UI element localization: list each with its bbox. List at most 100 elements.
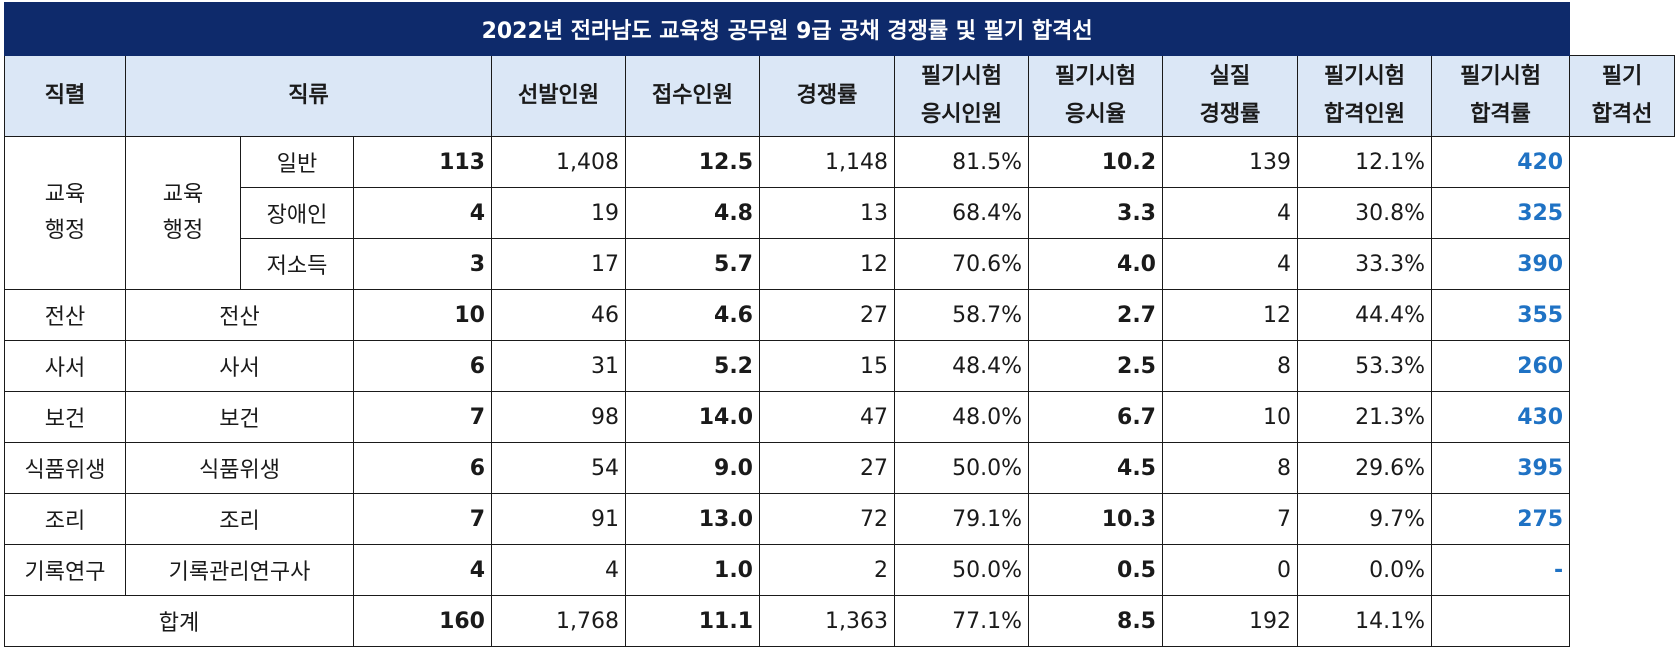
cell-exam-rate: 48.4% [894, 340, 1029, 392]
cell-jikryu: 보건 [125, 391, 354, 443]
cell-selected: 7 [353, 493, 492, 545]
cell-passed: 4 [1162, 187, 1298, 239]
cell-cutoff: 325 [1430, 187, 1571, 239]
cell-pass-rate: 44.4% [1297, 289, 1432, 341]
cell-passed: 139 [1162, 136, 1298, 188]
header-pass-rate: 필기시험 합격률 [1430, 55, 1571, 137]
cell-passed: 7 [1162, 493, 1298, 545]
cell-jikryu: 전산 [125, 289, 354, 341]
table-container: 2022년 전라남도 교육청 공무원 9급 공채 경쟁률 및 필기 합격선 직렬… [3, 2, 1675, 647]
cell-cutoff: - [1430, 544, 1571, 596]
header-exam-takers-line1: 필기시험 [921, 64, 1002, 89]
header-passed: 필기시험 합격인원 [1297, 55, 1432, 137]
group-jikryu: 교육 행정 [125, 136, 241, 290]
group-jikryeol: 교육 행정 [4, 136, 126, 290]
cell-ratio: 5.7 [625, 238, 760, 290]
cell-jikryu: 기록관리연구사 [125, 544, 354, 596]
cell-real-ratio: 10.2 [1028, 136, 1163, 188]
cell-takers: 12 [759, 238, 895, 290]
cell-exam-rate: 81.5% [894, 136, 1029, 188]
cell-exam-rate: 58.7% [894, 289, 1029, 341]
cell-selected: 4 [353, 544, 492, 596]
cell-pass-rate: 33.3% [1297, 238, 1432, 290]
cell-applied: 91 [491, 493, 626, 545]
header-ratio: 경쟁률 [759, 55, 895, 137]
total-cutoff [1430, 595, 1571, 647]
cell-applied: 46 [491, 289, 626, 341]
cell-cutoff: 420 [1430, 136, 1571, 188]
cell-selected: 4 [353, 187, 492, 239]
cell-pass-rate: 9.7% [1297, 493, 1432, 545]
cell-passed: 8 [1162, 340, 1298, 392]
total-real-ratio: 8.5 [1028, 595, 1163, 647]
cell-ratio: 13.0 [625, 493, 760, 545]
cell-passed: 10 [1162, 391, 1298, 443]
table-row: 저소득 3 17 5.7 12 70.6% 4.0 4 33.3% 390 [5, 238, 1675, 290]
cell-selected: 113 [353, 136, 492, 188]
header-selected: 선발인원 [491, 55, 626, 137]
total-pass-rate: 14.1% [1297, 595, 1432, 647]
cell-passed: 4 [1162, 238, 1298, 290]
header-row: 직렬 직류 선발인원 접수인원 경쟁률 필기시험 응시인원 필기시험 응시율 실질 경… [4, 55, 1675, 137]
cell-real-ratio: 2.7 [1028, 289, 1163, 341]
cell-pass-rate: 12.1% [1297, 136, 1432, 188]
cell-jikryu: 사서 [125, 340, 354, 392]
header-cutoff-line2: 합격선 [1591, 102, 1653, 127]
group-jikryeol-line2: 행정 [44, 218, 86, 243]
cell-applied: 98 [491, 391, 626, 443]
cell-exam-rate: 48.0% [894, 391, 1029, 443]
total-label: 합계 [4, 595, 354, 647]
cell-cutoff: 430 [1430, 391, 1571, 443]
cell-applied: 31 [491, 340, 626, 392]
header-exam-rate-line1: 필기시험 [1055, 64, 1136, 89]
cell-pass-rate: 30.8% [1297, 187, 1432, 239]
cell-exam-rate: 79.1% [894, 493, 1029, 545]
table-row: 조리 조리 7 91 13.0 72 79.1% 10.3 7 9.7% 275 [4, 493, 1675, 545]
cell-ratio: 9.0 [625, 442, 760, 494]
cell-jikryu: 조리 [125, 493, 354, 545]
table-row: 보건 보건 7 98 14.0 47 48.0% 6.7 10 21.3% 43… [4, 391, 1675, 443]
cell-exam-rate: 50.0% [894, 442, 1029, 494]
cell-real-ratio: 4.0 [1028, 238, 1163, 290]
cell-real-ratio: 6.7 [1028, 391, 1163, 443]
cell-ratio: 4.6 [625, 289, 760, 341]
header-cutoff: 필기 합격선 [1569, 55, 1675, 137]
header-jikryu: 직류 [125, 55, 492, 137]
cell-takers: 27 [759, 442, 895, 494]
title-row: 2022년 전라남도 교육청 공무원 9급 공채 경쟁률 및 필기 합격선 [3, 2, 1675, 56]
cell-takers: 1,148 [759, 136, 895, 188]
cell-real-ratio: 0.5 [1028, 544, 1163, 596]
total-passed: 192 [1162, 595, 1298, 647]
group-jikryu-line1: 교육 [162, 182, 204, 207]
cell-passed: 12 [1162, 289, 1298, 341]
table-row: 사서 사서 6 31 5.2 15 48.4% 2.5 8 53.3% 260 [4, 340, 1675, 392]
cell-pass-rate: 29.6% [1297, 442, 1432, 494]
total-ratio: 11.1 [625, 595, 760, 647]
cell-cutoff: 395 [1430, 442, 1571, 494]
cell-jikryeol: 식품위생 [4, 442, 126, 494]
cell-cutoff: 355 [1430, 289, 1571, 341]
sub-jikryu: 저소득 [240, 238, 354, 290]
table-row: 장애인 4 19 4.8 13 68.4% 3.3 4 30.8% 325 [5, 187, 1675, 239]
cell-real-ratio: 2.5 [1028, 340, 1163, 392]
total-exam-rate: 77.1% [894, 595, 1029, 647]
cell-ratio: 5.2 [625, 340, 760, 392]
header-real-ratio-line2: 경쟁률 [1199, 102, 1261, 127]
total-takers: 1,363 [759, 595, 895, 647]
cell-jikryeol: 기록연구 [4, 544, 126, 596]
cell-selected: 7 [353, 391, 492, 443]
header-exam-takers-line2: 응시인원 [921, 102, 1002, 127]
cell-pass-rate: 0.0% [1297, 544, 1432, 596]
cell-jikryeol: 보건 [4, 391, 126, 443]
total-applied: 1,768 [491, 595, 626, 647]
cell-selected: 10 [353, 289, 492, 341]
cell-applied: 4 [491, 544, 626, 596]
cell-applied: 19 [491, 187, 626, 239]
header-real-ratio: 실질 경쟁률 [1162, 55, 1298, 137]
header-exam-rate-line2: 응시율 [1065, 102, 1126, 127]
header-passed-line1: 필기시험 [1324, 64, 1405, 89]
cell-selected: 6 [353, 442, 492, 494]
total-row: 합계 160 1,768 11.1 1,363 77.1% 8.5 192 14… [4, 595, 1675, 647]
